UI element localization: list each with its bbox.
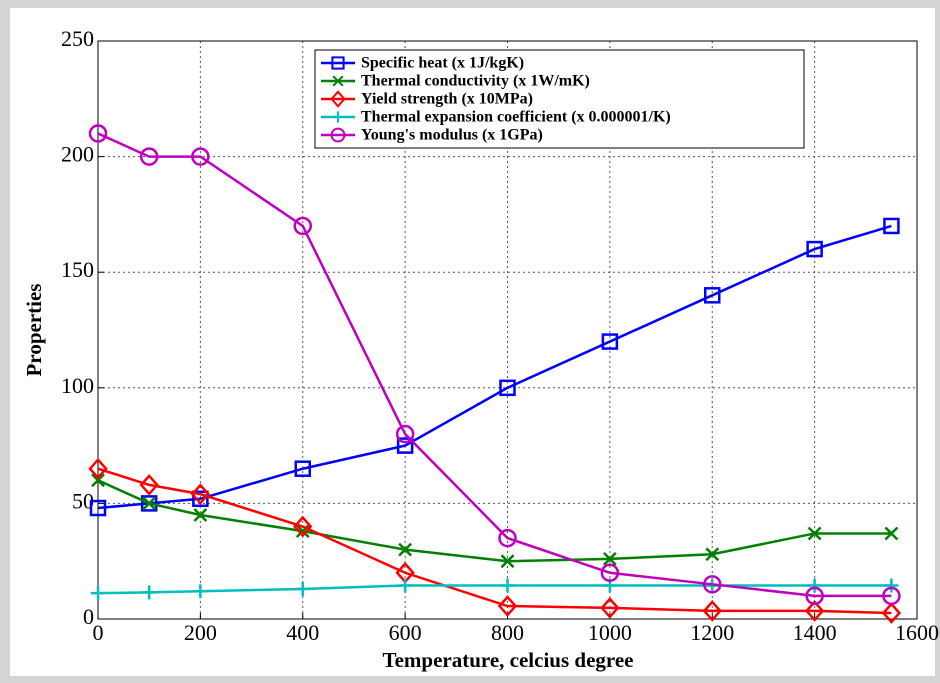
marker	[804, 600, 825, 622]
y-tick-label: 0	[83, 604, 94, 629]
marker	[140, 495, 158, 512]
marker	[398, 578, 413, 593]
x-tick-label: 600	[389, 620, 422, 645]
x-tick-label: 0	[93, 620, 104, 645]
marker	[193, 584, 208, 599]
x-tick-label: 1400	[793, 620, 837, 645]
marker	[807, 578, 822, 593]
marker	[884, 578, 899, 593]
series-line	[97, 224, 892, 510]
legend-label: Specific heat (x 1J/kgK)	[361, 55, 524, 72]
marker	[88, 457, 108, 480]
x-tick-label: 1000	[588, 620, 632, 645]
y-tick-label: 50	[72, 488, 94, 513]
marker	[499, 379, 516, 397]
marker	[805, 586, 824, 606]
marker	[330, 90, 346, 108]
marker	[883, 217, 900, 235]
marker	[332, 75, 344, 87]
marker	[139, 474, 159, 496]
y-tick-label: 150	[61, 257, 94, 282]
marker	[500, 578, 515, 593]
marker	[91, 586, 105, 601]
legend-label: Thermal conductivity (x 1W/mK)	[361, 73, 590, 90]
series-line	[97, 132, 892, 598]
plot-frame	[97, 40, 918, 620]
marker	[498, 528, 517, 548]
marker	[600, 563, 620, 583]
x-tick-label: 800	[491, 620, 524, 645]
marker	[601, 333, 619, 350]
x-tick-label: 1600	[895, 620, 939, 645]
y-axis-label: Properties	[22, 284, 46, 377]
marker	[500, 554, 515, 569]
marker	[704, 287, 721, 304]
y-tick-label: 100	[61, 373, 94, 398]
marker	[396, 437, 414, 454]
legend-label: Thermal expansion coefficient (x 0.00000…	[361, 109, 671, 126]
x-tick-label: 200	[184, 620, 217, 645]
y-tick-label: 250	[61, 26, 94, 51]
marker	[293, 515, 313, 538]
marker	[882, 586, 901, 606]
marker	[881, 602, 902, 624]
marker	[600, 597, 620, 619]
marker	[395, 424, 415, 444]
series-line	[97, 467, 892, 615]
x-tick-label: 1200	[690, 620, 734, 645]
marker	[139, 147, 159, 166]
marker	[142, 496, 157, 511]
marker	[331, 56, 345, 70]
marker	[295, 581, 310, 596]
marker	[807, 526, 822, 541]
legend-label: Young's modulus (x 1GPa)	[361, 127, 543, 144]
marker	[190, 483, 211, 506]
x-axis-label: Temperature, celcius degree	[383, 648, 634, 672]
marker	[89, 499, 107, 517]
series-line	[97, 584, 892, 595]
marker	[806, 240, 823, 258]
marker	[602, 552, 617, 566]
marker	[705, 547, 720, 562]
marker	[142, 585, 157, 600]
legend-box	[314, 49, 805, 149]
y-tick-label: 200	[61, 142, 94, 167]
marker	[294, 460, 311, 477]
legend: Specific heat (x 1J/kgK)Thermal conducti…	[314, 49, 805, 149]
marker	[330, 127, 346, 143]
marker	[293, 216, 312, 236]
marker	[91, 473, 105, 488]
marker	[884, 526, 899, 541]
legend-label: Yield strength (x 10MPa)	[361, 91, 533, 108]
marker	[193, 508, 208, 522]
marker	[332, 111, 344, 123]
marker	[191, 147, 210, 166]
marker	[192, 490, 209, 508]
marker	[703, 575, 722, 594]
x-tick-label: 400	[286, 620, 319, 645]
series-line	[97, 479, 892, 563]
marker	[702, 600, 722, 622]
marker	[497, 595, 518, 617]
marker	[398, 542, 413, 557]
marker	[88, 124, 108, 143]
